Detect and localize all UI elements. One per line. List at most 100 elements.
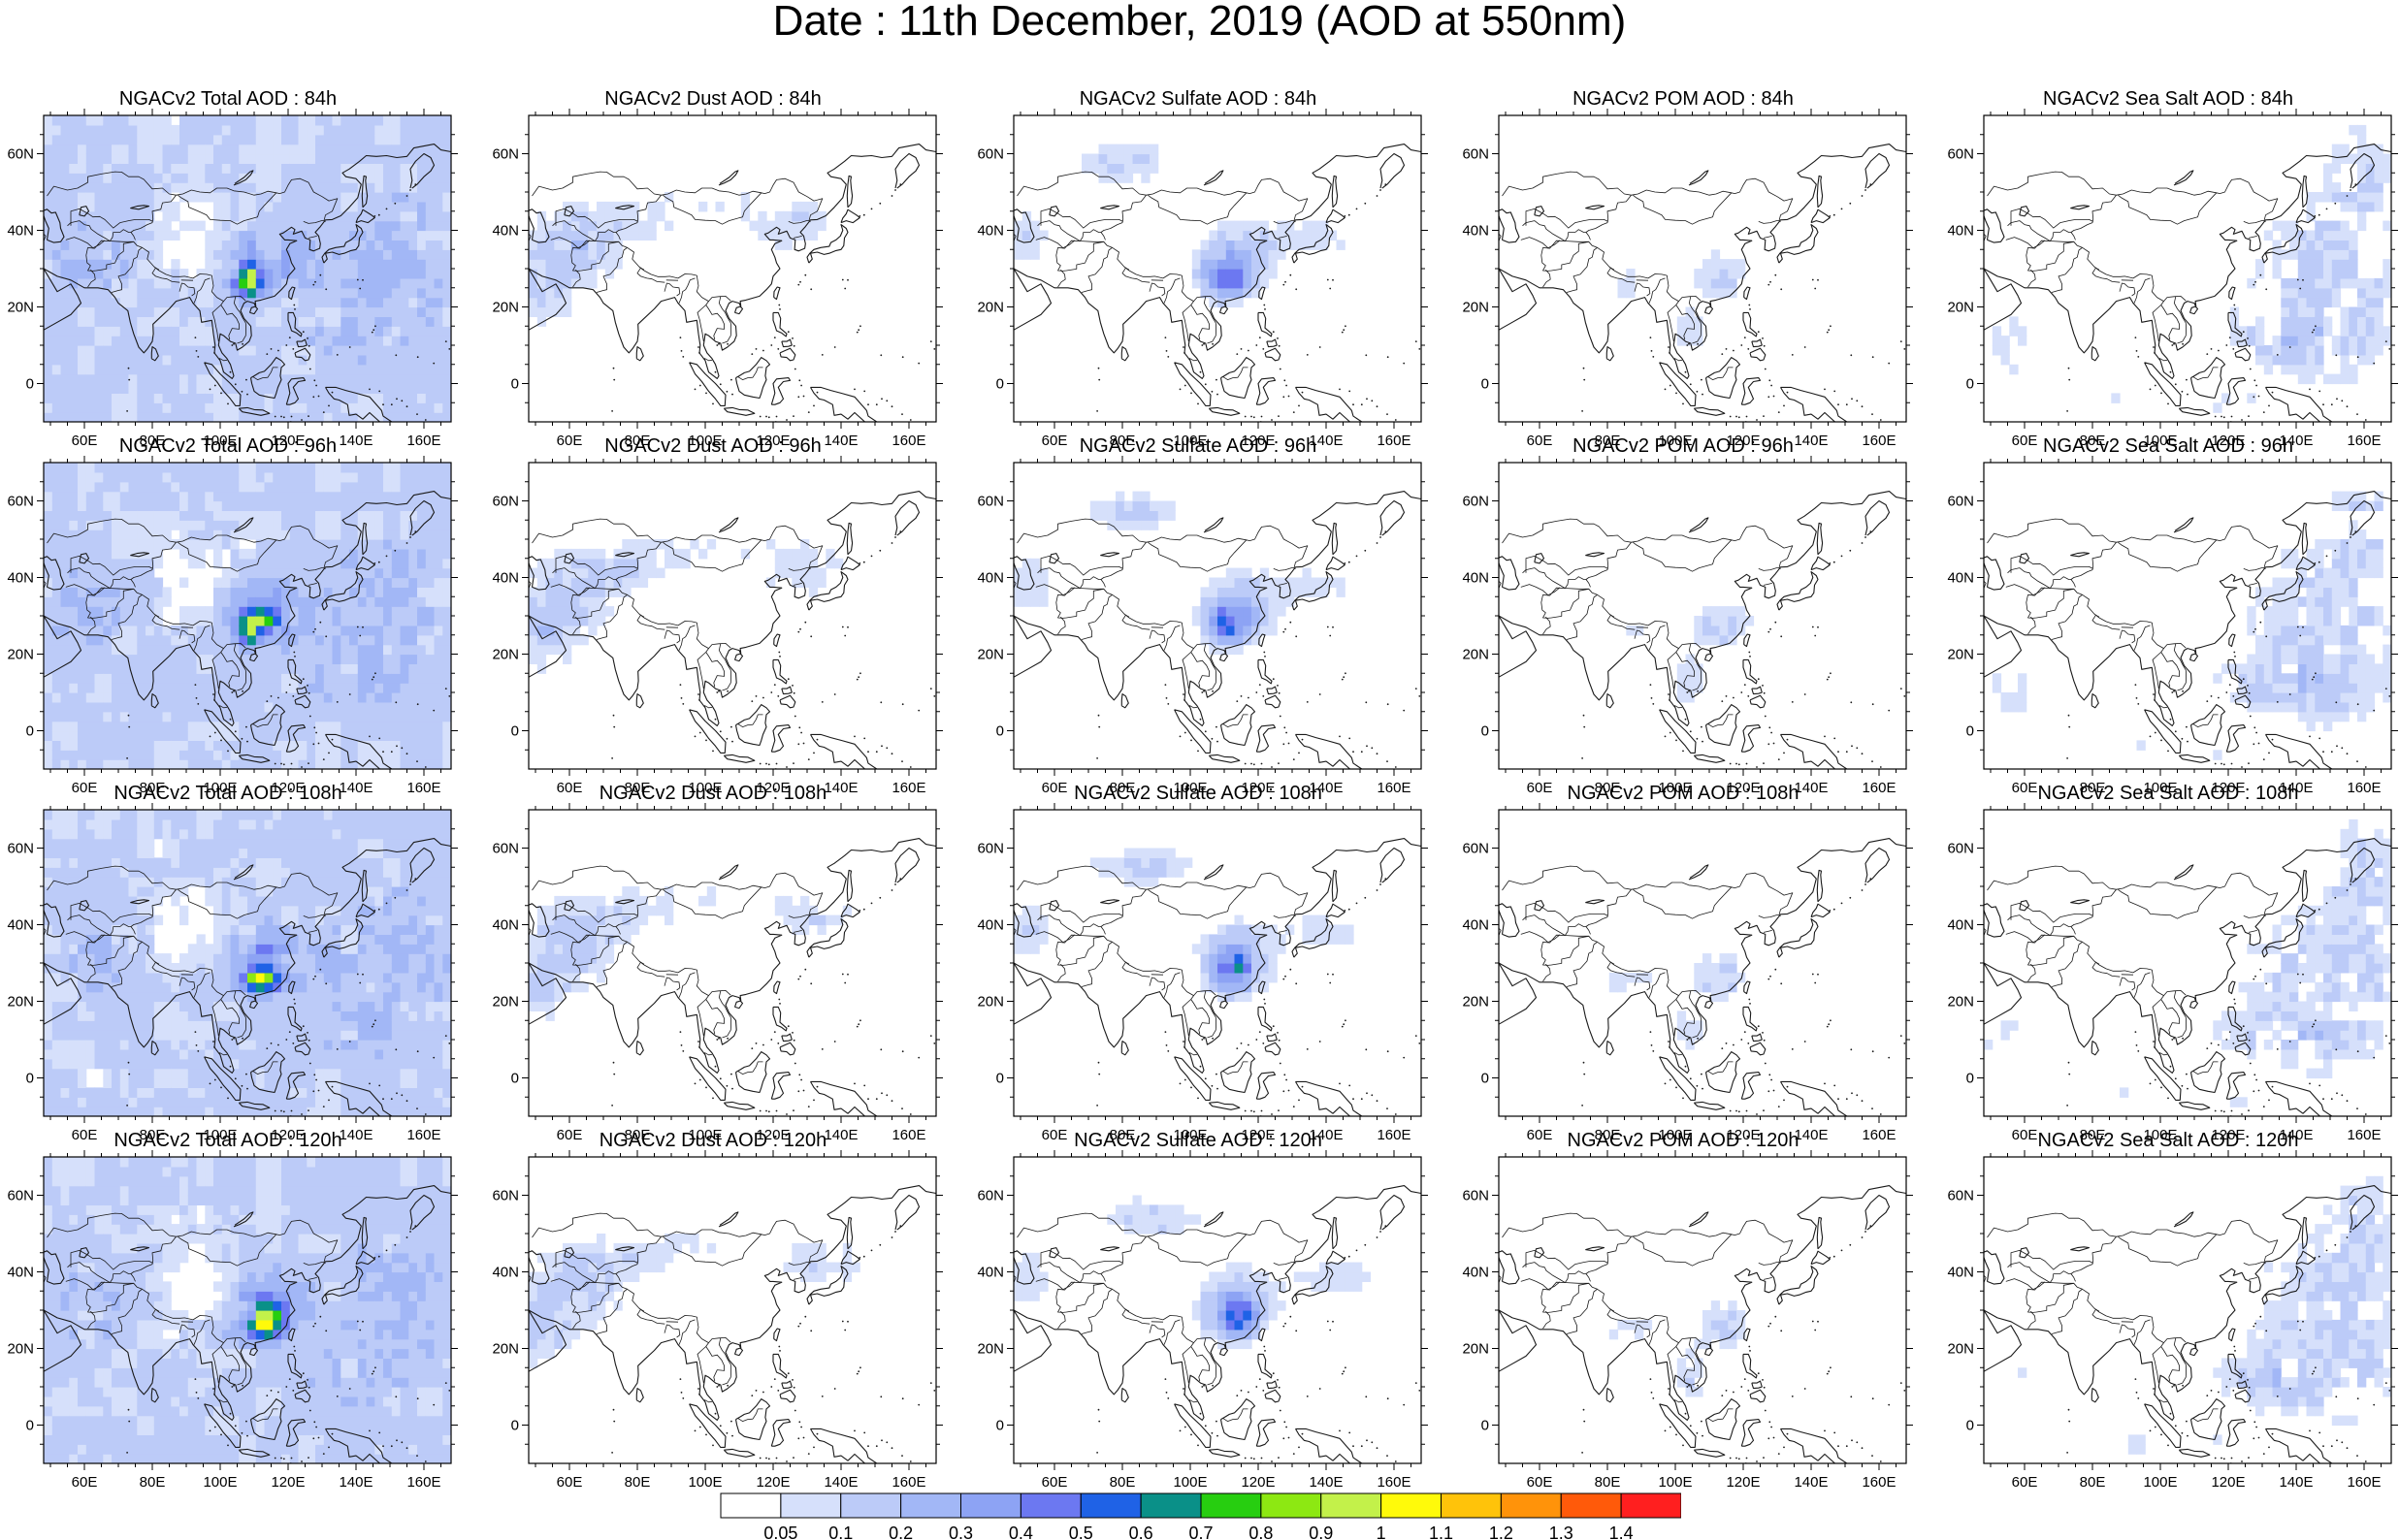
- aod-cell: [146, 471, 155, 483]
- aod-cell: [162, 153, 172, 164]
- aod-cell: [391, 730, 402, 741]
- aod-cell: [128, 297, 138, 308]
- aod-cell: [408, 259, 418, 270]
- island: [2346, 405, 2349, 408]
- aod-cell: [179, 471, 189, 483]
- island: [294, 656, 296, 658]
- aod-cell: [289, 364, 300, 375]
- island: [1721, 353, 1724, 355]
- aod-cell: [1225, 240, 1236, 250]
- aod-cell: [2357, 277, 2367, 289]
- aod-cell: [434, 616, 443, 626]
- country-border: [151, 267, 180, 283]
- island: [875, 403, 878, 406]
- aod-cell: [94, 163, 104, 174]
- aod-cell: [332, 701, 341, 713]
- island: [862, 213, 865, 216]
- aod-cell: [162, 297, 172, 308]
- aod-cell: [255, 393, 266, 403]
- aod-cell: [128, 616, 138, 626]
- aod-cell: [119, 192, 130, 203]
- aod-cell: [1191, 269, 1202, 279]
- aod-cell: [315, 269, 325, 279]
- island: [797, 396, 800, 399]
- aod-cell: [273, 750, 282, 760]
- aod-cell: [1719, 259, 1729, 270]
- aod-cell: [1030, 249, 1040, 260]
- aod-cell: [119, 153, 130, 164]
- island: [1850, 354, 1853, 357]
- coastline: [1049, 206, 1060, 217]
- aod-cell: [137, 326, 146, 337]
- aod-cell: [85, 500, 96, 511]
- aod-cell: [2306, 287, 2316, 299]
- lon-tick-label: 140E: [1309, 433, 1343, 449]
- aod-cell: [255, 481, 266, 493]
- aod-cell: [171, 750, 180, 760]
- aod-cell: [536, 269, 547, 279]
- aod-cell: [2374, 277, 2383, 289]
- aod-cell: [221, 124, 232, 136]
- aod-cell: [400, 240, 409, 250]
- aod-cell: [563, 596, 572, 607]
- aod-cell: [2315, 336, 2324, 346]
- aod-cell: [239, 336, 248, 346]
- aod-cell: [425, 153, 436, 164]
- aod-cell: [119, 287, 130, 299]
- aod-cell: [69, 220, 79, 232]
- aod-cell: [247, 510, 257, 521]
- aod-cell: [366, 354, 375, 366]
- aod-cell: [205, 412, 214, 422]
- aod-cell: [230, 326, 240, 337]
- aod-cell: [44, 326, 53, 337]
- island: [1287, 395, 1290, 398]
- aod-cell: [425, 259, 436, 270]
- country-border: [1203, 296, 1216, 344]
- aod-cell: [213, 144, 223, 155]
- aod-cell: [213, 683, 223, 693]
- aod-cell: [808, 210, 819, 222]
- aod-cell: [69, 144, 79, 155]
- country-border: [1057, 240, 1216, 302]
- island: [1762, 337, 1764, 339]
- island: [229, 370, 232, 373]
- aod-cell: [647, 210, 657, 222]
- aod-cell: [366, 144, 375, 155]
- aod-cell: [171, 701, 180, 713]
- aod-cell: [792, 220, 801, 232]
- aod-cell: [119, 201, 130, 212]
- aod-cell: [529, 269, 538, 279]
- coastline: [44, 491, 451, 726]
- lon-tick-label: 140E: [2279, 433, 2313, 449]
- aod-cell: [332, 520, 341, 530]
- island: [1263, 304, 1266, 306]
- aod-cell: [332, 115, 341, 126]
- coastline: [779, 347, 796, 362]
- aod-cell: [665, 192, 674, 203]
- aod-cell: [264, 412, 274, 422]
- aod-cell: [332, 134, 341, 145]
- aod-cell: [323, 634, 334, 646]
- aod-cell: [230, 683, 240, 693]
- aod-cell: [2349, 277, 2358, 289]
- aod-cell: [315, 354, 325, 366]
- island: [929, 340, 932, 342]
- aod-cell: [221, 616, 232, 626]
- aod-cell: [162, 683, 172, 693]
- aod-cell: [442, 558, 451, 569]
- aod-cell: [162, 463, 172, 473]
- aod-cell: [1251, 287, 1261, 299]
- aod-cell: [69, 711, 79, 722]
- aod-cell: [340, 644, 350, 656]
- aod-cell: [597, 240, 606, 250]
- aod-cell: [2323, 287, 2333, 299]
- aod-cell: [417, 316, 427, 327]
- aod-cell: [2323, 269, 2333, 279]
- country-border: [793, 236, 802, 239]
- aod-cell: [323, 539, 334, 550]
- aod-cell: [740, 210, 751, 222]
- aod-cell: [400, 115, 409, 126]
- aod-cell: [289, 220, 300, 232]
- aod-cell: [1694, 326, 1703, 337]
- aod-cell: [383, 412, 393, 422]
